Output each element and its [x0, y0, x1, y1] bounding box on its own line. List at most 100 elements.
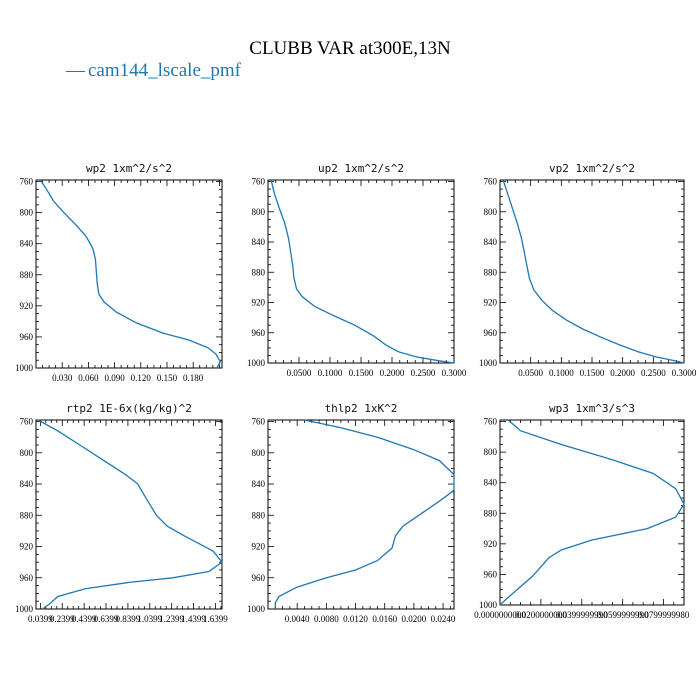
x-tick-label: 0.2500: [411, 368, 436, 378]
y-tick-label: 800: [20, 448, 34, 458]
x-tick-label: 0.0200: [402, 614, 427, 624]
x-tick-label: 0.1500: [580, 368, 605, 378]
plot-frame: [267, 419, 455, 610]
x-tick-label: 0.6399: [94, 614, 119, 624]
y-tick-label: 920: [20, 542, 34, 552]
y-tick-label: 1000: [15, 363, 34, 373]
y-tick-label: 800: [252, 207, 266, 217]
y-tick-label: 880: [20, 510, 34, 520]
panel-title: wp3 1xm^3/s^3: [549, 402, 635, 415]
y-tick-label: 760: [484, 417, 498, 427]
series-line: [274, 419, 455, 609]
y-tick-label: 760: [20, 177, 34, 187]
x-tick-label: 1.2399: [159, 614, 184, 624]
x-tick-label: 0.0200000000: [515, 610, 567, 620]
figure-legend: — cam144_lscale_pmf: [65, 60, 242, 81]
y-tick-label: 1000: [479, 600, 498, 610]
x-tick-label: 0.0500: [518, 368, 543, 378]
y-tick-label: 920: [20, 301, 34, 311]
chart-panel-2: up2 1xm^2/s^2 760 800 840 880 920 960 1000 0.050…: [247, 162, 467, 378]
plot-frame: [267, 179, 455, 364]
panel-title: wp2 1xm^2/s^2: [86, 162, 172, 175]
x-tick-label: 0.0799999980: [638, 610, 690, 620]
x-tick-label: 0.8399: [116, 614, 141, 624]
y-tick-label: 760: [484, 177, 498, 187]
y-tick-label: 800: [252, 448, 266, 458]
x-tick-label: 0.2000: [610, 368, 635, 378]
y-tick-label: 800: [20, 208, 34, 218]
x-tick-label: 0.1000: [549, 368, 574, 378]
x-tick-label: 0.0080: [314, 614, 339, 624]
series-line: [37, 419, 223, 610]
x-tick-label: 0.3000: [672, 368, 697, 378]
x-tick-label: 0.0599999990: [597, 610, 649, 620]
y-tick-label: 920: [252, 298, 266, 308]
x-tick-label: 0.2000: [380, 368, 405, 378]
x-tick-label: 0.3000: [442, 368, 467, 378]
panel-grid: wp2 1xm^2/s^2 760 800 840 880 920 960 1000 0.030…: [15, 162, 697, 624]
x-tick-label: 0.0399: [28, 614, 53, 624]
y-tick-label: 960: [252, 328, 266, 338]
x-tick-label: 0.1000: [318, 368, 343, 378]
chart-panel-5: thlp2 1xK^2 760 800 840 880 920 960 1000 0.0040 0…: [247, 402, 456, 624]
y-tick-label: 920: [252, 542, 266, 552]
y-tick-label: 1000: [15, 604, 34, 614]
y-tick-label: 1000: [247, 604, 266, 614]
x-tick-label: 0.090: [104, 373, 125, 383]
x-tick-label: 0.0120: [343, 614, 368, 624]
plot-frame: [499, 419, 685, 606]
x-tick-label: 0.0160: [372, 614, 397, 624]
y-tick-label: 800: [484, 207, 498, 217]
y-tick-label: 960: [20, 573, 34, 583]
chart-panel-4: rtp2 1E-6x(kg/kg)^2 760 800 840 880 920 960 100…: [15, 402, 228, 624]
x-tick-label: 0.2399: [50, 614, 75, 624]
x-tick-label: 0.150: [157, 373, 178, 383]
legend-marker: —: [65, 60, 86, 81]
series-line: [502, 179, 685, 364]
x-tick-label: 0.0000000000: [474, 610, 526, 620]
plot-frame: [35, 419, 223, 610]
plot-frame: [35, 179, 223, 369]
y-tick-label: 840: [20, 479, 34, 489]
x-tick-label: 0.2500: [641, 368, 666, 378]
x-tick-label: 0.4399: [72, 614, 97, 624]
y-tick-label: 880: [20, 270, 34, 280]
y-tick-label: 840: [484, 237, 498, 247]
y-tick-label: 1000: [479, 358, 498, 368]
y-tick-label: 760: [252, 177, 266, 187]
x-tick-label: 1.6399: [203, 614, 228, 624]
y-tick-label: 840: [252, 479, 266, 489]
y-tick-label: 880: [252, 510, 266, 520]
y-tick-label: 800: [484, 447, 498, 457]
y-tick-label: 960: [252, 573, 266, 583]
y-tick-label: 960: [484, 569, 498, 579]
x-tick-label: 0.180: [183, 373, 204, 383]
x-tick-label: 0.0500: [287, 368, 312, 378]
y-tick-label: 880: [484, 508, 498, 518]
series-line: [39, 179, 222, 369]
y-tick-label: 960: [20, 332, 34, 342]
y-tick-label: 880: [484, 267, 498, 277]
x-tick-label: 0.1500: [349, 368, 374, 378]
x-tick-label: 0.0399999990: [556, 610, 608, 620]
series-line: [499, 419, 685, 606]
x-tick-label: 0.0040: [285, 614, 310, 624]
x-tick-label: 0.030: [52, 373, 73, 383]
y-tick-label: 760: [20, 417, 34, 427]
legend-label: cam144_lscale_pmf: [88, 60, 242, 81]
x-tick-label: 0.060: [78, 373, 99, 383]
x-tick-label: 1.0399: [137, 614, 162, 624]
chart-panel-6: wp3 1xm^3/s^3 760 800 840 880 920 960 10000.000…: [474, 402, 690, 620]
y-tick-label: 920: [484, 539, 498, 549]
x-tick-label: 0.0240: [431, 614, 456, 624]
y-tick-label: 760: [252, 417, 266, 427]
series-line: [270, 179, 455, 364]
y-tick-label: 880: [252, 267, 266, 277]
panel-title: rtp2 1E-6x(kg/kg)^2: [66, 402, 192, 415]
chart-panel-3: vp2 1xm^2/s^2 760 800 840 880 920 960 1000 0.050…: [479, 162, 697, 378]
y-tick-label: 840: [484, 478, 498, 488]
y-tick-label: 920: [484, 298, 498, 308]
y-tick-label: 960: [484, 328, 498, 338]
y-tick-label: 1000: [247, 358, 266, 368]
